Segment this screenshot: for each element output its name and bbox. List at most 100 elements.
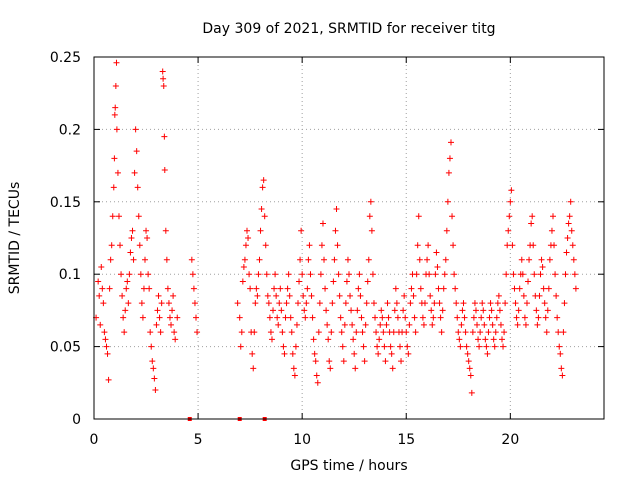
- data-point: [480, 307, 487, 314]
- data-point: [445, 169, 452, 176]
- data-point: [333, 206, 340, 213]
- data-point: [188, 256, 195, 263]
- data-point: [124, 278, 131, 285]
- data-point: [171, 329, 178, 336]
- data-point: [302, 314, 309, 321]
- data-point: [292, 343, 299, 350]
- data-point: [433, 249, 440, 256]
- data-point: [488, 307, 495, 314]
- y-tick-label: 0.1: [59, 267, 81, 283]
- data-point: [425, 242, 432, 249]
- data-point: [563, 249, 570, 256]
- data-point: [259, 184, 266, 191]
- data-point: [279, 329, 286, 336]
- data-point: [268, 336, 275, 343]
- data-point: [172, 336, 179, 343]
- data-point: [263, 271, 270, 278]
- data-point: [505, 227, 512, 234]
- data-point: [365, 256, 372, 263]
- data-point: [518, 256, 525, 263]
- data-point: [306, 242, 313, 249]
- data-point: [157, 329, 164, 336]
- data-point: [555, 329, 562, 336]
- data-point: [242, 242, 249, 249]
- data-point: [461, 314, 468, 321]
- data-point: [432, 271, 439, 278]
- data-point: [164, 285, 171, 292]
- data-point: [339, 343, 346, 350]
- data-point: [421, 300, 428, 307]
- data-point: [189, 271, 196, 278]
- data-point: [305, 256, 312, 263]
- data-point: [486, 314, 493, 321]
- data-point: [272, 271, 279, 278]
- data-point: [489, 321, 496, 328]
- x-tick-label: 5: [194, 432, 203, 448]
- data-point: [405, 350, 412, 357]
- data-point: [483, 343, 490, 350]
- data-point: [266, 314, 273, 321]
- x-tick-label: 20: [501, 432, 519, 448]
- data-point: [538, 256, 545, 263]
- data-point: [234, 300, 241, 307]
- data-point: [479, 300, 486, 307]
- data-point: [301, 307, 308, 314]
- data-point: [299, 271, 306, 278]
- data-point: [143, 227, 150, 234]
- data-point: [160, 75, 167, 82]
- data-point: [355, 285, 362, 292]
- data-point: [385, 314, 392, 321]
- data-point: [379, 314, 386, 321]
- data-point: [493, 314, 500, 321]
- data-point: [282, 314, 289, 321]
- data-point: [99, 285, 106, 292]
- data-point: [253, 285, 260, 292]
- data-point: [343, 278, 350, 285]
- data-point: [286, 292, 293, 299]
- data-point: [113, 59, 120, 66]
- data-point: [300, 292, 307, 299]
- data-point: [533, 307, 540, 314]
- data-point: [193, 314, 199, 321]
- data-point: [347, 292, 354, 299]
- data-point: [303, 300, 310, 307]
- data-point: [135, 213, 142, 220]
- data-point: [545, 285, 552, 292]
- data-point: [463, 343, 470, 350]
- data-point: [558, 365, 565, 372]
- data-point: [159, 68, 166, 75]
- data-point: [370, 300, 377, 307]
- data-point: [368, 227, 375, 234]
- data-point: [384, 300, 391, 307]
- data-point: [477, 329, 484, 336]
- data-point: [96, 292, 103, 299]
- data-point: [310, 336, 317, 343]
- data-point: [460, 300, 467, 307]
- data-point: [506, 213, 513, 220]
- data-point: [412, 329, 419, 336]
- data-point: [265, 300, 272, 307]
- data-point: [456, 336, 463, 343]
- data-point: [398, 358, 405, 365]
- data-point: [546, 256, 553, 263]
- data-point: [361, 358, 368, 365]
- data-point: [125, 300, 132, 307]
- data-point: [378, 307, 385, 314]
- data-point: [283, 300, 290, 307]
- data-point: [169, 307, 176, 314]
- data-point: [513, 314, 520, 321]
- data-point: [127, 249, 134, 256]
- data-point: [95, 278, 102, 285]
- data-point: [163, 256, 170, 263]
- data-point: [415, 213, 422, 220]
- data-point: [457, 343, 464, 350]
- data-point: [359, 329, 366, 336]
- data-point: [129, 227, 136, 234]
- y-tick-label: 0.25: [50, 50, 81, 66]
- data-point: [496, 307, 503, 314]
- data-point: [523, 300, 530, 307]
- data-point: [430, 314, 437, 321]
- data-point: [541, 300, 548, 307]
- data-point: [191, 300, 198, 307]
